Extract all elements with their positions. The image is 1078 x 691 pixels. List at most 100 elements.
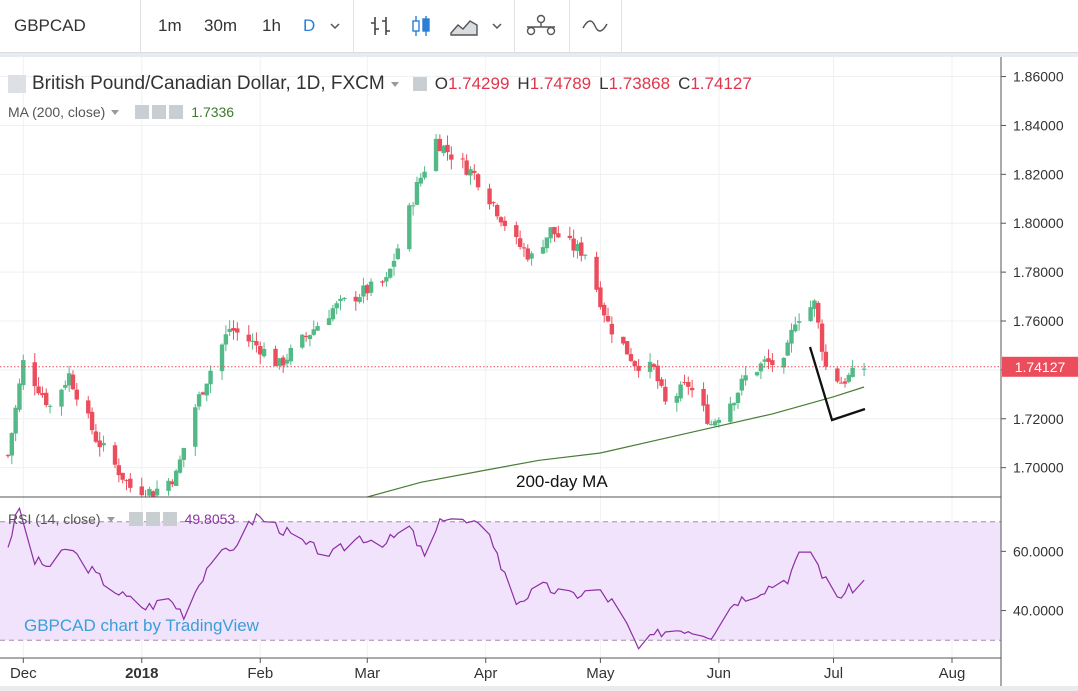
candle-body [365, 285, 370, 294]
rsi-axis[interactable]: 60.0000 40.0000 [1001, 543, 1064, 619]
indicators-button[interactable] [524, 0, 558, 52]
interval-1m-button[interactable]: 1m [158, 0, 182, 52]
candle-body [227, 328, 232, 332]
candle-body [598, 287, 603, 308]
x-tick-label: 2018 [125, 665, 158, 682]
candle-body [487, 188, 492, 205]
price-axis[interactable]: 1.86000 1.84000 1.82000 1.80000 1.78000 1.760… [1001, 69, 1064, 476]
chart-area[interactable]: 200-day MA 1.86000 1.84000 1.82000 1.80000 1… [0, 57, 1078, 686]
style-dropdown-button[interactable] [490, 0, 504, 52]
compare-button[interactable] [580, 0, 610, 52]
candle-body [762, 359, 767, 362]
candle-body [689, 387, 695, 391]
candle-body [254, 341, 259, 346]
bar-style-button[interactable] [368, 0, 394, 52]
ma-annotation-label: 200-day MA [516, 472, 608, 491]
candle-body [246, 334, 251, 342]
eye-icon[interactable] [128, 512, 143, 526]
y-tick-label: 1.80000 [1013, 215, 1064, 231]
candle-body [315, 326, 320, 331]
interval-d-button[interactable]: D [303, 0, 315, 52]
candlestick-series [5, 134, 867, 497]
chevron-down-icon[interactable] [106, 516, 115, 522]
ma-indicator-name[interactable]: MA (200, close) [8, 104, 106, 120]
candle-body [441, 145, 446, 154]
candle-body [796, 321, 802, 323]
candle-body [816, 302, 821, 323]
candle-body [86, 400, 91, 414]
candle-body [712, 421, 718, 426]
area-style-button[interactable] [448, 0, 480, 52]
rsi-tick-label: 60.0000 [1013, 543, 1064, 559]
y-tick-label: 1.84000 [1013, 117, 1064, 133]
candle-body [303, 335, 309, 337]
tradingview-watermark[interactable]: GBPCAD chart by TradingView [24, 616, 260, 635]
gear-icon[interactable] [145, 512, 160, 526]
candle-body [280, 357, 286, 366]
candle-body [819, 323, 825, 352]
symbol-selector[interactable]: GBPCAD [14, 0, 86, 52]
candle-body [502, 220, 508, 226]
toolbar-divider [569, 0, 570, 52]
area-chart-icon [450, 20, 478, 36]
interval-1h-button[interactable]: 1h [262, 0, 281, 52]
eye-icon[interactable] [412, 77, 427, 91]
candle-body [181, 447, 187, 460]
candles-style-button[interactable] [408, 0, 434, 52]
indicators-icon [526, 14, 556, 36]
candle-body [731, 403, 737, 406]
candle-body [17, 383, 22, 410]
candle-body [674, 395, 680, 403]
chevron-down-icon[interactable] [390, 81, 399, 87]
candle-body [544, 237, 550, 249]
wave-icon [582, 20, 608, 32]
chevron-down-icon[interactable] [111, 109, 120, 115]
candle-body [47, 405, 53, 407]
time-axis[interactable]: Dec 2018 Feb Mar Apr May Jun Jul Aug [10, 658, 965, 682]
drawn-trend-lines[interactable] [808, 346, 866, 422]
candle-body [605, 315, 611, 322]
candle-body [651, 364, 657, 367]
candle-body [556, 233, 561, 238]
interval-dropdown-button[interactable] [328, 0, 342, 52]
eye-icon[interactable] [135, 105, 150, 119]
high-label: H [517, 74, 530, 93]
candle-body [395, 248, 401, 260]
candle-body [529, 253, 534, 259]
candle-body [342, 297, 347, 300]
close-icon[interactable] [169, 105, 184, 119]
symbol-label: GBPCAD [14, 16, 86, 35]
candle-body [116, 465, 122, 476]
candle-body [621, 336, 626, 344]
candle-body [357, 297, 362, 303]
candle-body [418, 177, 423, 184]
candle-body [193, 407, 198, 447]
candle-body [766, 358, 771, 362]
rsi-legend: RSI (14, close) 49.8053 [8, 511, 235, 527]
low-value: 1.73868 [608, 74, 671, 93]
candle-body [177, 459, 183, 473]
candle-body [835, 368, 840, 382]
candle-body [139, 486, 144, 496]
candle-body [44, 392, 49, 406]
candle-body [525, 248, 530, 260]
candle-body [235, 328, 240, 333]
chart-svg[interactable]: 200-day MA 1.860001.840001.820001.800001… [0, 57, 1078, 686]
interval-30m-button[interactable]: 30m [204, 0, 237, 52]
candle-body [552, 227, 557, 235]
candle-body [579, 242, 584, 256]
candle-body [147, 488, 152, 496]
gear-icon[interactable] [152, 105, 167, 119]
rsi-value: 49.8053 [184, 511, 236, 527]
candle-body [842, 381, 848, 384]
candle-body [663, 386, 668, 402]
chevron-down-icon [330, 23, 340, 30]
candle-body [575, 243, 580, 251]
candle-body [789, 329, 794, 344]
candle-body [705, 404, 710, 424]
rsi-indicator-name[interactable]: RSI (14, close) [8, 511, 101, 527]
candle-body [273, 348, 278, 366]
candle-body [334, 303, 339, 309]
close-icon[interactable] [162, 512, 177, 526]
high-value: 1.74789 [529, 74, 592, 93]
